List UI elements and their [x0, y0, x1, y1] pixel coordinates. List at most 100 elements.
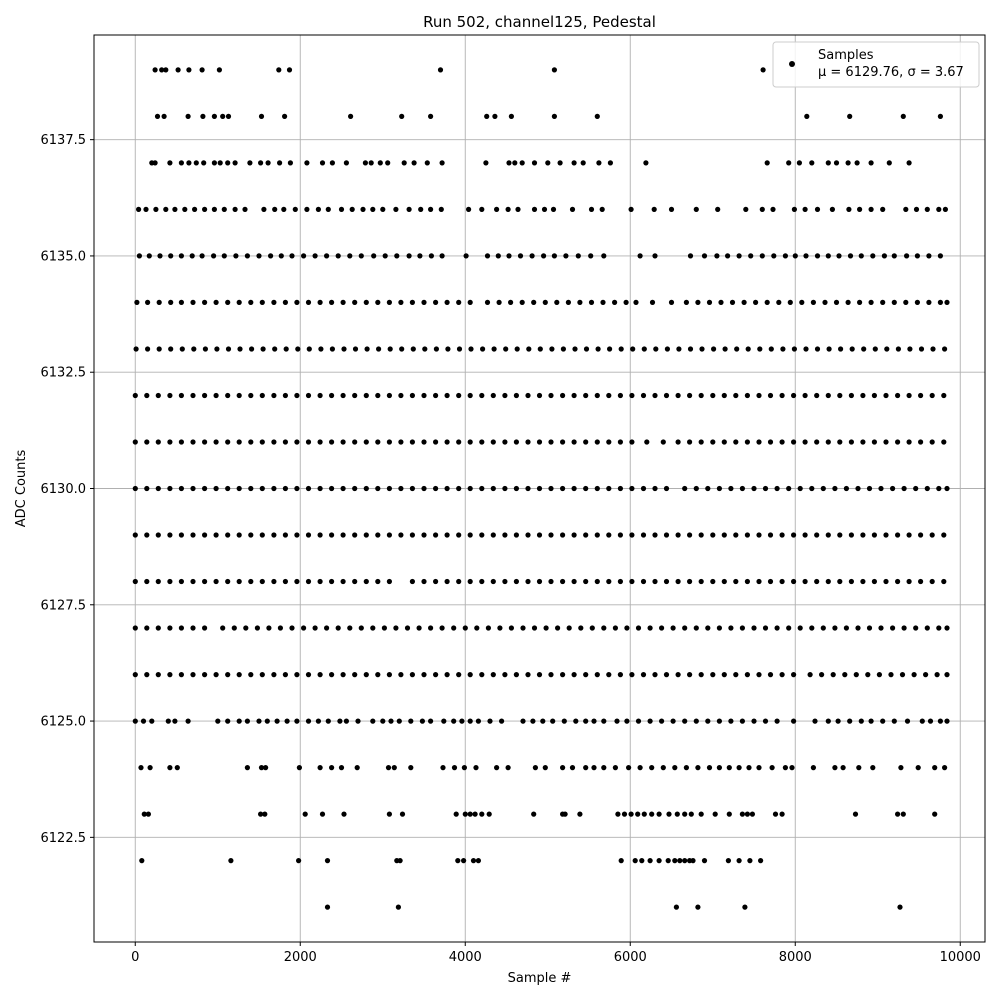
data-point	[155, 625, 161, 631]
data-point	[456, 532, 462, 538]
data-point	[211, 113, 217, 119]
data-point	[225, 346, 232, 352]
data-point	[398, 532, 404, 538]
y-tick-label: 6122.5	[41, 831, 87, 846]
data-point	[718, 299, 724, 305]
data-point	[944, 299, 950, 305]
data-point	[157, 253, 163, 259]
data-point	[847, 113, 853, 119]
data-point	[505, 765, 511, 771]
data-point	[213, 672, 219, 678]
data-point	[779, 392, 785, 399]
legend-label: Samples	[818, 48, 874, 63]
data-point	[409, 392, 415, 399]
data-point	[259, 578, 265, 585]
data-point	[615, 811, 621, 817]
data-point	[490, 532, 496, 538]
y-tick-label: 6132.5	[41, 366, 87, 381]
data-point	[329, 578, 335, 585]
data-point	[513, 392, 520, 399]
data-point	[676, 346, 682, 352]
data-point	[421, 578, 427, 585]
data-point	[329, 485, 335, 492]
data-point	[247, 160, 253, 166]
data-point	[236, 439, 242, 445]
data-point	[617, 485, 624, 492]
data-point	[192, 206, 198, 212]
data-point	[822, 299, 828, 305]
data-point	[513, 578, 520, 585]
data-point	[456, 578, 462, 585]
data-point	[833, 160, 840, 166]
data-point	[236, 672, 242, 678]
data-point	[266, 625, 272, 631]
data-point	[548, 392, 554, 399]
data-point	[428, 206, 434, 212]
data-point	[536, 439, 543, 445]
data-point	[144, 532, 150, 538]
data-point	[670, 718, 676, 724]
data-point	[601, 253, 607, 259]
data-point	[329, 346, 335, 352]
data-point	[628, 206, 634, 212]
data-point	[453, 811, 459, 817]
data-point	[744, 811, 751, 817]
data-point	[421, 485, 427, 492]
data-point	[178, 439, 184, 445]
data-point	[942, 765, 948, 771]
y-tick-label: 6125.0	[41, 715, 87, 730]
data-point	[355, 718, 361, 724]
data-point	[883, 578, 889, 585]
data-point	[673, 904, 680, 910]
data-point	[832, 485, 838, 492]
data-point	[143, 206, 149, 212]
data-point	[281, 206, 287, 212]
data-point	[451, 765, 458, 771]
data-point	[769, 765, 775, 771]
data-point	[802, 439, 808, 445]
data-point	[852, 811, 859, 817]
data-point	[182, 206, 188, 212]
data-point	[363, 578, 369, 585]
data-point	[265, 160, 271, 166]
data-point	[503, 346, 509, 352]
data-point	[837, 439, 843, 445]
data-point	[479, 485, 485, 492]
data-point	[693, 625, 699, 631]
data-point	[352, 346, 359, 352]
data-point	[693, 485, 699, 492]
data-point	[744, 532, 751, 538]
data-point	[163, 206, 169, 212]
data-point	[888, 672, 894, 678]
data-point	[244, 765, 250, 771]
data-point	[325, 718, 331, 724]
data-point	[214, 346, 220, 352]
data-point	[744, 578, 751, 585]
data-point	[744, 392, 751, 399]
data-point	[548, 532, 554, 538]
data-point	[716, 765, 723, 771]
data-point	[490, 439, 496, 445]
data-point	[617, 672, 624, 678]
data-point	[906, 439, 912, 445]
data-point	[520, 718, 526, 724]
data-point	[282, 485, 288, 492]
data-point	[348, 113, 354, 119]
data-point	[774, 625, 780, 631]
data-point	[294, 578, 300, 585]
data-point	[444, 299, 450, 305]
data-point	[409, 299, 415, 305]
data-point	[256, 718, 262, 724]
data-point	[847, 253, 854, 259]
data-point	[375, 485, 381, 492]
data-point	[315, 206, 321, 212]
data-point	[185, 113, 191, 119]
data-point	[698, 578, 704, 585]
data-point	[132, 439, 138, 445]
data-point	[155, 672, 161, 678]
data-point	[221, 206, 227, 212]
data-point	[190, 578, 196, 585]
data-point	[451, 718, 457, 724]
